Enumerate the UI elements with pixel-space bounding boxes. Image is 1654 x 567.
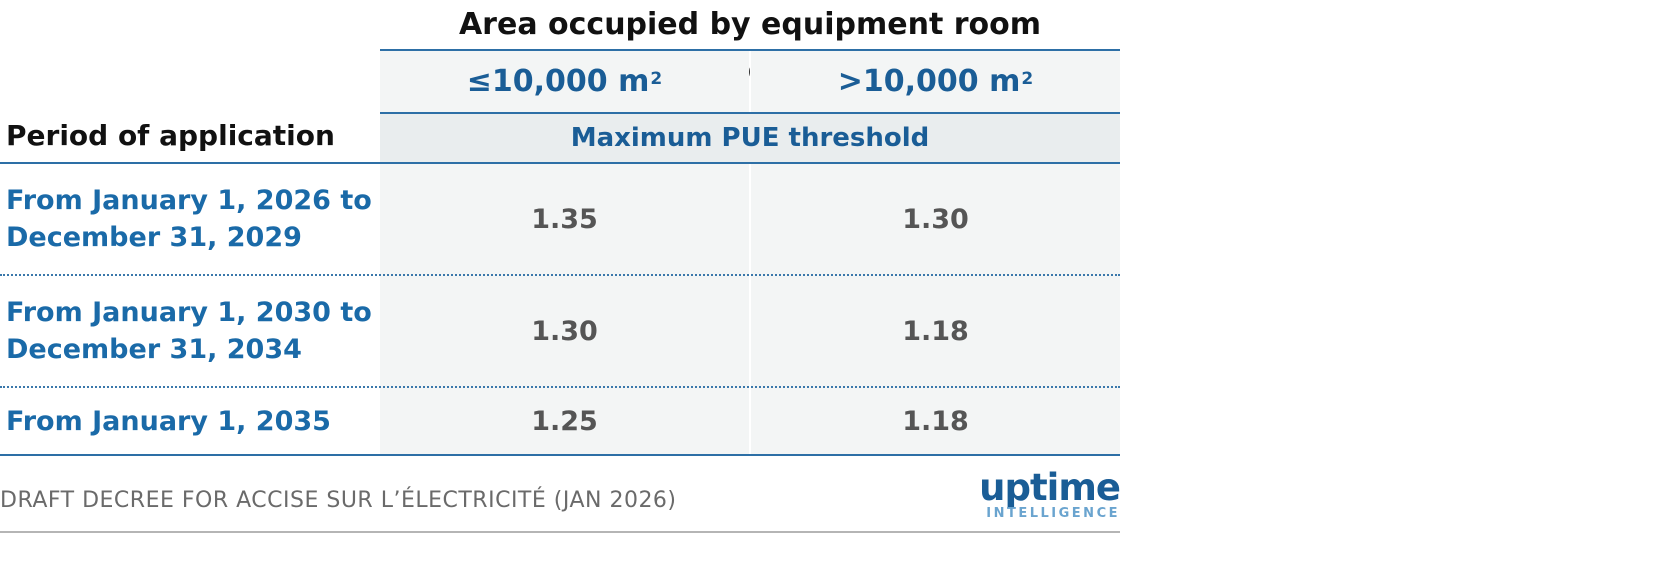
subheader-background bbox=[380, 114, 1120, 164]
pue-value: 1.25 bbox=[531, 405, 598, 437]
column-header-superscript: 2 bbox=[650, 68, 663, 89]
logo-subtitle: INTELLIGENCE bbox=[986, 506, 1120, 521]
row-divider bbox=[0, 274, 1120, 276]
column-header-superscript: 2 bbox=[1021, 68, 1034, 89]
column-header-label: >10,000 m bbox=[837, 64, 1021, 99]
row-period-label: From January 1, 2026 to December 31, 202… bbox=[0, 164, 384, 274]
footer-rule bbox=[0, 531, 1120, 533]
pue-threshold-subheader: Maximum PUE threshold bbox=[570, 123, 930, 153]
period-column-header: Period of application bbox=[6, 118, 335, 152]
pue-value: 1.35 bbox=[531, 203, 598, 235]
pue-threshold-table: Area occupied by equipment room computer… bbox=[0, 7, 1121, 533]
uptime-intelligence-logo: uptime INTELLIGENCE bbox=[940, 466, 1121, 526]
row-period-label: From January 1, 2035 bbox=[0, 388, 384, 454]
header-bottom-rule bbox=[0, 162, 1120, 164]
pue-value: 1.30 bbox=[531, 315, 598, 347]
column-header-rule bbox=[380, 112, 1120, 114]
row-period-line: From January 1, 2026 to bbox=[6, 185, 372, 216]
source-note: DRAFT DECREE FOR ACCISE SUR L’ÉLECTRICIT… bbox=[0, 488, 677, 513]
table-bottom-rule bbox=[0, 454, 1120, 456]
row-period-line: December 31, 2034 bbox=[6, 334, 302, 365]
header-top-rule bbox=[380, 49, 1120, 51]
area-header: Area occupied by equipment room computer… bbox=[458, 7, 1042, 88]
pue-value: 1.18 bbox=[902, 405, 969, 437]
logo-wordmark: uptime bbox=[979, 466, 1121, 509]
pue-value: 1.30 bbox=[902, 203, 969, 235]
row-divider bbox=[0, 386, 1120, 388]
row-period-label: From January 1, 2030 to December 31, 203… bbox=[0, 276, 384, 386]
row-period-line: From January 1, 2035 bbox=[6, 405, 331, 437]
pue-value: 1.18 bbox=[902, 315, 969, 347]
row-period-line: From January 1, 2030 to bbox=[6, 297, 372, 328]
column-header-label: ≤10,000 m bbox=[466, 64, 650, 99]
row-period-line: December 31, 2029 bbox=[6, 222, 302, 253]
